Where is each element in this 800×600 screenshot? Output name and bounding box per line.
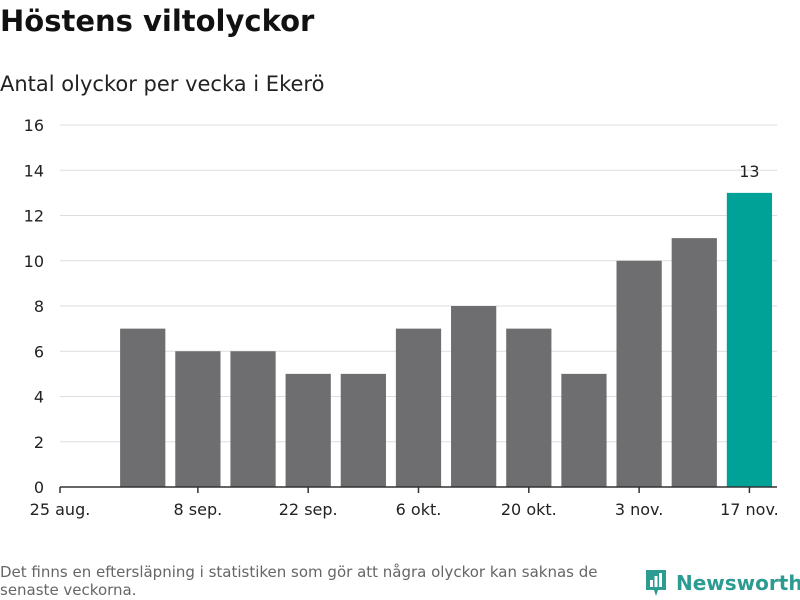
data-label: 13 xyxy=(739,162,759,181)
y-tick-label: 6 xyxy=(34,342,44,361)
bar xyxy=(340,373,386,487)
y-tick-label: 8 xyxy=(34,297,44,316)
bar-chart: 0 2 4 6 8 10 12 14 16 13 25 aug. 8 sep. 22 sep. 6 okt… xyxy=(24,116,779,519)
x-tick-label: 3 nov. xyxy=(615,500,664,519)
y-tick-label: 16 xyxy=(24,116,44,135)
y-tick-label: 12 xyxy=(24,207,44,226)
y-tick-label: 14 xyxy=(24,161,44,180)
y-tick-label: 2 xyxy=(34,433,44,452)
bar xyxy=(451,306,497,487)
chart-title: Höstens viltolyckor xyxy=(0,4,315,38)
bar xyxy=(230,351,276,487)
bar xyxy=(616,260,662,487)
bar xyxy=(561,373,607,487)
bar xyxy=(726,192,773,487)
x-tick-label: 25 aug. xyxy=(30,500,91,519)
brand-name: Newsworthy xyxy=(676,571,800,595)
x-tick-label: 22 sep. xyxy=(279,500,338,519)
bar xyxy=(506,328,552,487)
y-tick-label: 10 xyxy=(24,252,44,271)
bar xyxy=(120,328,166,487)
footnote: Det finns en eftersläpning i statistiken… xyxy=(0,563,598,599)
x-tick-label: 20 okt. xyxy=(501,500,557,519)
x-tick-label: 6 okt. xyxy=(396,500,442,519)
brand: Newsworthy xyxy=(644,568,800,598)
bar xyxy=(175,351,221,487)
y-tick-label: 4 xyxy=(34,388,44,407)
bar xyxy=(395,328,442,487)
bar xyxy=(285,373,331,487)
y-tick-label: 0 xyxy=(34,478,44,497)
newsworthy-logo-icon xyxy=(646,570,666,596)
x-tick-label: 8 sep. xyxy=(174,500,223,519)
chart-subtitle: Antal olyckor per vecka i Ekerö xyxy=(0,72,325,96)
bar xyxy=(671,238,717,487)
x-tick-label: 17 nov. xyxy=(720,500,779,519)
